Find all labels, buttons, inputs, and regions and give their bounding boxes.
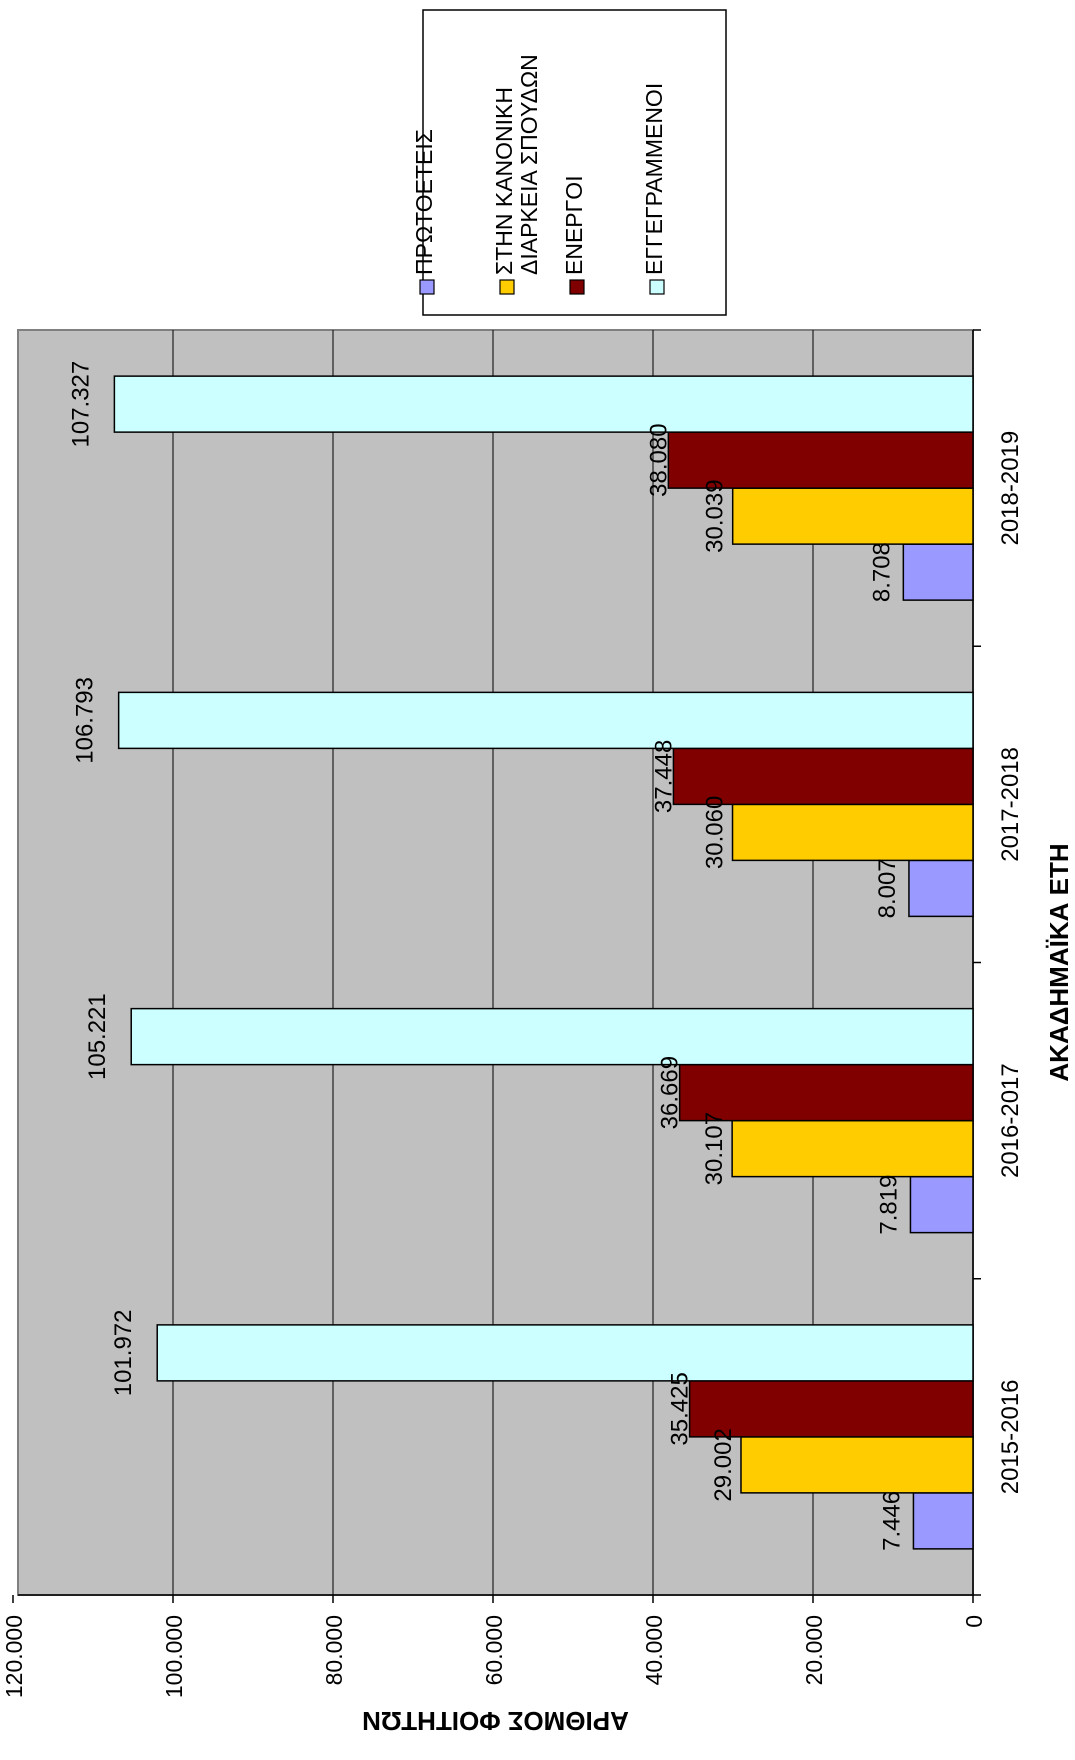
data-label: 107.327: [67, 361, 94, 448]
bar: [731, 487, 974, 545]
bar: [902, 543, 974, 601]
data-label: 105.221: [84, 993, 111, 1080]
bar: [740, 1436, 974, 1494]
bar: [672, 747, 974, 806]
legend: ΠΡΩΤΟΕΤΕΙΣ ΣΤΗΝ ΚΑΝΟΝΙΚΗ ΔΙΑΡΚΕΙΑ ΣΠΟΥΔΩΝ Ε…: [411, 9, 727, 316]
x-axis-title: ΑΚΑΔΗΜΑΪΚΑ ΕΤΗ: [1044, 843, 1074, 1081]
y-tick-labels: 0 20.000 40.000 60.000 80.000 100.000 120.000: [1, 1615, 987, 1698]
category-label: 2016-2017: [997, 1063, 1024, 1178]
bar: [156, 1324, 974, 1382]
legend-swatch: [569, 279, 585, 295]
data-label: 30.039: [702, 479, 729, 552]
category-labels: 2015-2016 2016-2017 2017-2018 2018-2019: [997, 431, 1024, 1495]
y-tick-label: 120.000: [1, 1615, 27, 1698]
y-tick-label: 0: [961, 1615, 987, 1628]
legend-label: ΣΤΗΝ ΚΑΝΟΝΙΚΗ: [491, 87, 517, 275]
bar: [909, 1175, 974, 1234]
y-tick-label: 40.000: [641, 1615, 667, 1685]
data-label: 37.448: [650, 740, 677, 813]
y-tick-label: 80.000: [321, 1615, 347, 1685]
bar: [688, 1380, 974, 1438]
bars: [113, 375, 974, 1550]
legend-swatch: [499, 279, 515, 295]
data-label: 30.107: [701, 1112, 728, 1185]
y-tick-label: 100.000: [161, 1615, 187, 1698]
legend-label: ΕΝΕΡΓΟΙ: [561, 175, 587, 275]
data-label: 7.446: [878, 1491, 905, 1551]
y-tick-label: 60.000: [481, 1615, 507, 1685]
data-label: 36.669: [657, 1056, 684, 1129]
legend-box: [422, 9, 727, 316]
y-axis-title: ΑΡΙΘΜΟΣ ΦΟΙΤΗΤΩΝ: [362, 1706, 629, 1736]
data-label: 30.060: [702, 796, 729, 869]
bar: [912, 1492, 974, 1550]
data-label: 8.708: [868, 542, 895, 602]
data-label: 8.007: [874, 858, 901, 918]
bar: [731, 1119, 974, 1178]
bar: [117, 691, 974, 750]
legend-swatch: [419, 279, 435, 295]
bar: [113, 375, 974, 433]
bar: [678, 1063, 974, 1122]
legend-label: ΕΓΓΕΓΡΑΜΜΕΝΟΙ: [641, 83, 667, 275]
data-labels: 7.446 29.002 35.425 101.972 7.819 30.107 36.66…: [67, 361, 905, 1551]
data-label: 101.972: [110, 1309, 137, 1396]
bar: [908, 859, 974, 918]
y-tick-label: 20.000: [801, 1615, 827, 1685]
bar: [667, 431, 974, 489]
category-label: 2017-2018: [997, 747, 1024, 862]
legend-label: ΠΡΩΤΟΕΤΕΙΣ: [411, 129, 437, 275]
legend-swatch: [649, 279, 665, 295]
data-label: 29.002: [710, 1428, 737, 1501]
category-label: 2015-2016: [997, 1379, 1024, 1494]
data-label: 38.080: [645, 423, 672, 496]
bar: [731, 803, 974, 862]
data-label: 7.819: [875, 1175, 902, 1235]
legend-label: ΔΙΑΡΚΕΙΑ ΣΠΟΥΔΩΝ: [516, 54, 542, 275]
data-label: 106.793: [72, 677, 99, 764]
bar: [130, 1007, 974, 1066]
data-label: 35.425: [667, 1372, 694, 1445]
category-label: 2018-2019: [997, 431, 1024, 546]
